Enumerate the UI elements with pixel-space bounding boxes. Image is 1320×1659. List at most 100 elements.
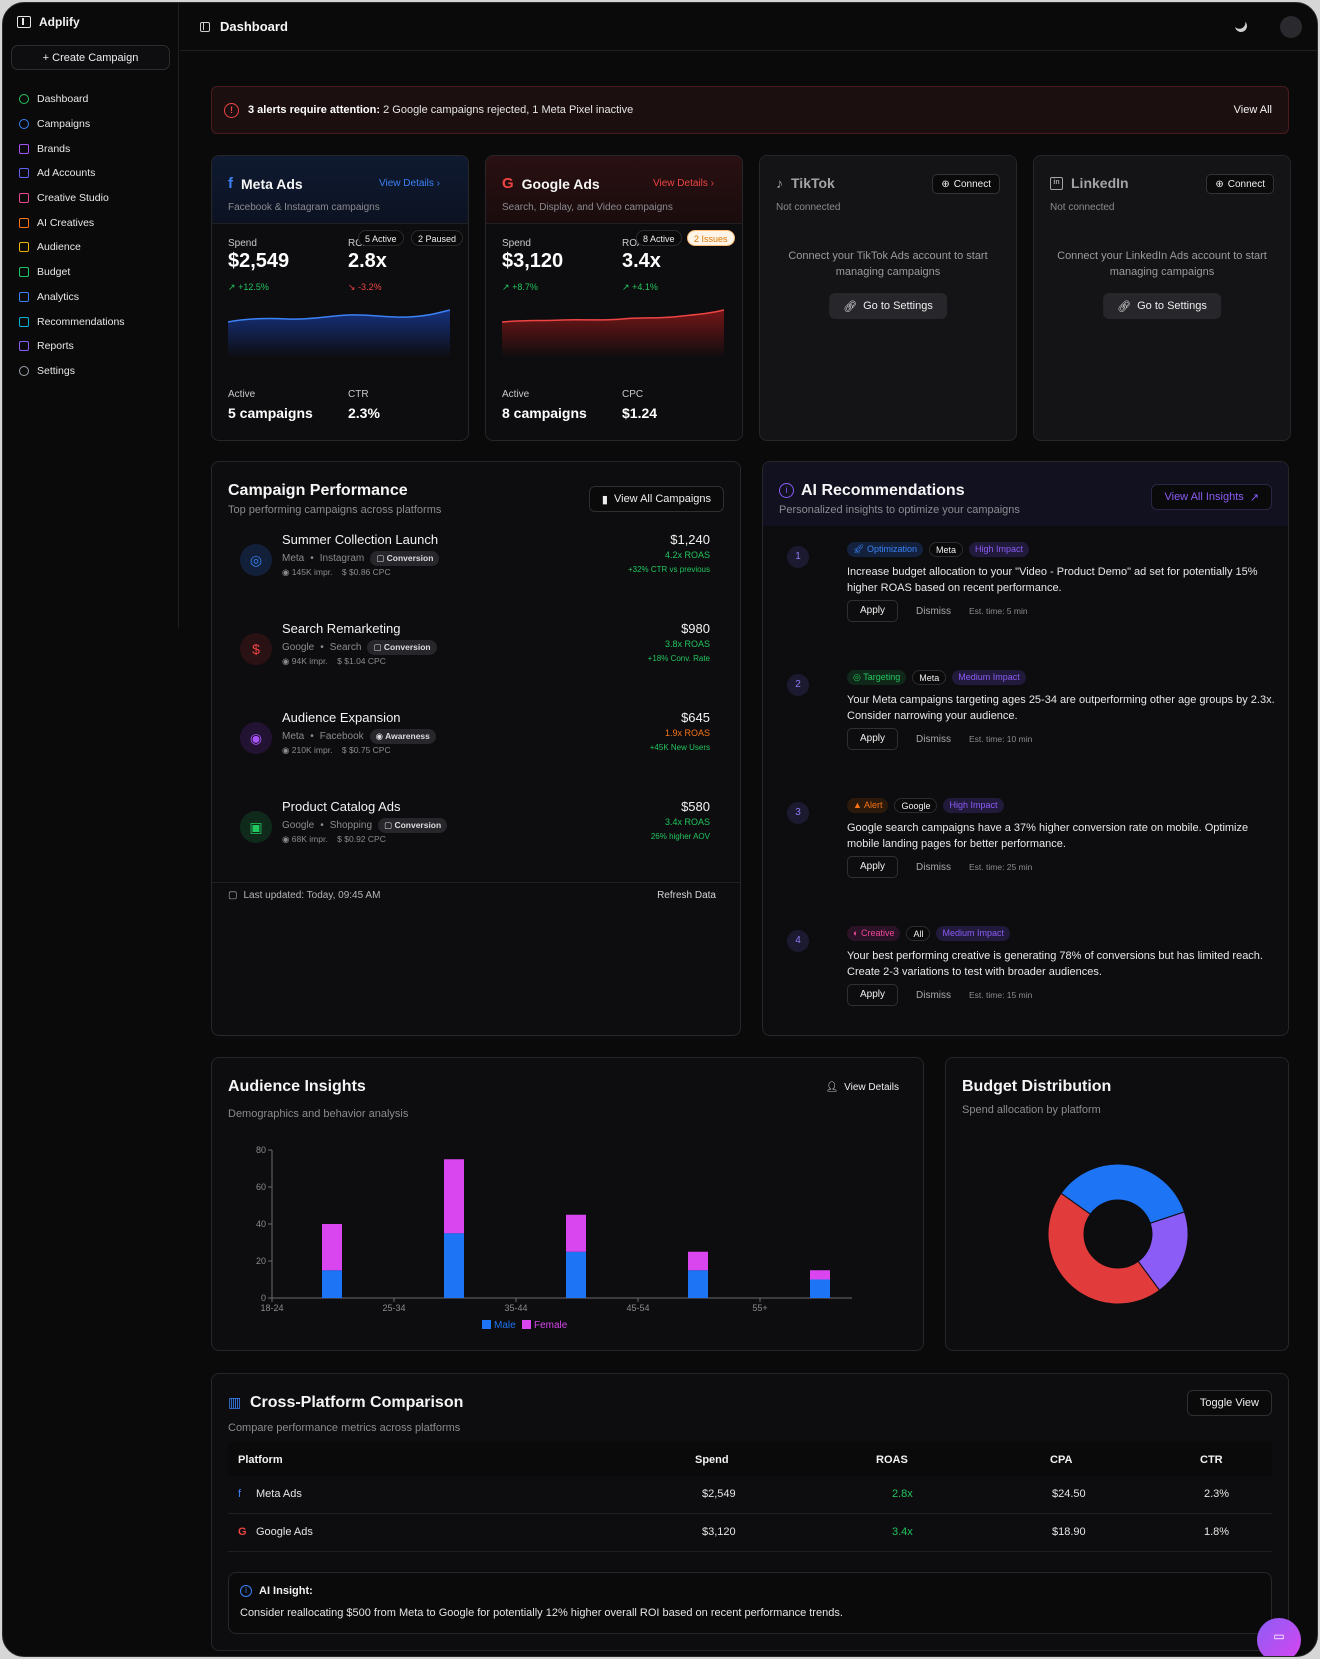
dismiss-button[interactable]: Dismiss bbox=[916, 989, 952, 1001]
sidebar-item-label: Ad Accounts bbox=[37, 167, 96, 180]
tiktok-connect-button[interactable]: ⊕ Connect bbox=[932, 174, 1000, 194]
alert-view-all-link[interactable]: View All bbox=[1233, 104, 1272, 116]
list-item[interactable]: ◎ Summer Collection Launch Meta • Instagr… bbox=[228, 532, 722, 622]
list-item[interactable]: ▣ Product Catalog Ads Google • Shopping ▢… bbox=[228, 799, 722, 889]
dismiss-button[interactable]: Dismiss bbox=[916, 733, 952, 745]
recommendation-actions: Apply Dismiss Est. time: 5 min bbox=[847, 600, 1028, 622]
apply-button[interactable]: Apply bbox=[847, 600, 899, 622]
row-roas: 3.4x bbox=[892, 1526, 913, 1538]
trend-down-icon: ↘ bbox=[348, 282, 356, 292]
campaign-platform: Meta bbox=[282, 553, 305, 564]
recommendation-text: Your Meta campaigns targeting ages 25-34… bbox=[847, 694, 1275, 722]
sidebar-item-audience[interactable]: Audience bbox=[15, 235, 171, 260]
cross-platform-panel: ▥ Cross-Platform Comparison Compare perf… bbox=[211, 1373, 1289, 1651]
link-icon: 🔗︎ bbox=[1117, 300, 1132, 313]
recommendation-tags: ▲ Alert Google High Impact bbox=[847, 798, 1004, 813]
linkedin-connect-button[interactable]: ⊕ Connect bbox=[1206, 174, 1274, 194]
meta-active-label: Active bbox=[228, 389, 256, 400]
meta-view-details-link[interactable]: View Details › bbox=[379, 178, 440, 189]
campaign-delta: 26% higher AOV bbox=[650, 832, 710, 841]
campaign-meta: Meta • Facebook ◉ Awareness bbox=[282, 729, 436, 744]
linkedin-status: Not connected bbox=[1050, 202, 1115, 213]
gear-icon bbox=[19, 365, 29, 376]
google-spend-label: Spend bbox=[502, 238, 531, 249]
recommendation-platform-badge: Meta bbox=[928, 542, 963, 557]
dismiss-button[interactable]: Dismiss bbox=[916, 861, 952, 873]
moon-icon[interactable] bbox=[1233, 18, 1249, 34]
sidebar-item-creative-studio[interactable]: Creative Studio bbox=[15, 186, 171, 211]
campaign-stats: ◉ 94K impr. $ $1.04 CPC bbox=[282, 656, 386, 666]
toggle-view-button[interactable]: Toggle View bbox=[1186, 1390, 1272, 1416]
sidebar-item-budget[interactable]: Budget bbox=[15, 260, 171, 285]
sidebar-item-analytics[interactable]: Analytics bbox=[15, 285, 171, 310]
brand[interactable]: Adplify bbox=[17, 15, 80, 29]
campaign-name: Audience Expansion bbox=[282, 710, 401, 725]
list-item[interactable]: $ Search Remarketing Google • Search ▢ Co… bbox=[228, 621, 722, 711]
google-issues-badge[interactable]: 2 Issues bbox=[687, 230, 735, 246]
page-title: Dashboard bbox=[220, 19, 288, 34]
refresh-data-button[interactable]: Refresh Data bbox=[657, 890, 716, 901]
dollar-icon: $ bbox=[337, 656, 342, 666]
sidebar-toggle-icon[interactable] bbox=[200, 22, 210, 32]
google-view-details-link[interactable]: View Details › bbox=[653, 178, 714, 189]
view-all-insights-button[interactable]: View All Insights ↗ bbox=[1151, 484, 1272, 510]
create-campaign-button[interactable]: + Create Campaign bbox=[11, 45, 170, 70]
sidebar-item-dashboard[interactable]: Dashboard bbox=[15, 87, 171, 112]
chevron-right-icon: › bbox=[436, 178, 440, 189]
x-tick-label: 45-54 bbox=[626, 1303, 649, 1313]
sidebar-item-label: Settings bbox=[37, 364, 75, 377]
table-row[interactable]: G Google Ads $3,120 3.4x $18.90 1.8% bbox=[228, 1514, 1272, 1552]
donut-slice-0[interactable] bbox=[1060, 1163, 1186, 1224]
sidebar-item-recommendations[interactable]: Recommendations bbox=[15, 309, 171, 334]
apply-button[interactable]: Apply bbox=[847, 984, 899, 1006]
list-item[interactable]: ◉ Audience Expansion Meta • Facebook ◉ Aw… bbox=[228, 710, 722, 800]
apply-button[interactable]: Apply bbox=[847, 856, 899, 878]
audience-view-details-button[interactable]: 👤︎ View Details bbox=[825, 1082, 899, 1093]
campaign-performance-panel: Campaign Performance Top performing camp… bbox=[211, 461, 741, 1036]
view-all-campaigns-button[interactable]: ▮ View All Campaigns bbox=[588, 486, 724, 512]
sidebar-item-reports[interactable]: Reports bbox=[15, 334, 171, 359]
apply-button[interactable]: Apply bbox=[847, 728, 899, 750]
avatar[interactable] bbox=[1280, 16, 1302, 38]
linkedin-card: in LinkedIn Not connected ⊕ Connect Conne… bbox=[1033, 155, 1291, 441]
table-row[interactable]: f Meta Ads $2,549 2.8x $24.50 2.3% bbox=[228, 1476, 1272, 1514]
sidebar-item-brands[interactable]: Brands bbox=[15, 136, 171, 161]
recommendation-text: Your best performing creative is generat… bbox=[847, 950, 1263, 978]
dismiss-button[interactable]: Dismiss bbox=[916, 605, 952, 617]
tiktok-go-to-settings-button[interactable]: 🔗︎ Go to Settings bbox=[829, 293, 947, 319]
estimated-time: Est. time: 25 min bbox=[969, 862, 1033, 872]
recommendation-item: 3 ▲ Alert Google High Impact Google sear… bbox=[787, 792, 1277, 918]
sidebar-item-label: Campaigns bbox=[37, 118, 91, 131]
sidebar-item-campaigns[interactable]: Campaigns bbox=[15, 112, 171, 137]
chat-button[interactable]: ▭ bbox=[1257, 1618, 1301, 1656]
meta-ctr-value: 2.3% bbox=[348, 405, 380, 421]
link-icon: 🔗︎ bbox=[843, 300, 858, 313]
sidebar-item-ad-accounts[interactable]: Ad Accounts bbox=[15, 161, 171, 186]
legend-swatch-male bbox=[482, 1320, 491, 1329]
row-ctr: 2.3% bbox=[1204, 1488, 1230, 1500]
linkedin-go-to-settings-button[interactable]: 🔗︎ Go to Settings bbox=[1103, 293, 1221, 319]
google-cpc-value: $1.24 bbox=[622, 405, 658, 421]
recommendation-impact-badge: High Impact bbox=[969, 542, 1030, 557]
budget-sub: Spend allocation by platform bbox=[962, 1104, 1101, 1116]
row-roas: 2.8x bbox=[892, 1488, 913, 1500]
recommendation-type-badge: 🚀︎ Optimization bbox=[847, 542, 923, 557]
meta-active-badge: 5 Active bbox=[358, 230, 404, 246]
meta-card-title: f Meta Ads bbox=[228, 175, 303, 192]
col-ctr[interactable]: CTR bbox=[1200, 1454, 1223, 1466]
sidebar-item-settings[interactable]: Settings bbox=[15, 359, 171, 384]
col-roas[interactable]: ROAS bbox=[876, 1454, 908, 1466]
campaign-channel: Search bbox=[329, 642, 362, 653]
col-spend[interactable]: Spend bbox=[695, 1454, 729, 1466]
y-tick-label: 40 bbox=[256, 1219, 266, 1229]
sidebar-item-ai-creatives[interactable]: AI Creatives bbox=[15, 210, 171, 235]
col-cpa[interactable]: CPA bbox=[1050, 1454, 1073, 1466]
sidebar-item-label: AI Creatives bbox=[37, 216, 95, 229]
donut-slice-2[interactable] bbox=[1047, 1192, 1161, 1305]
tiktok-name: TikTok bbox=[791, 175, 835, 191]
bullet: • bbox=[310, 553, 314, 564]
users-icon: 👤︎ bbox=[825, 1082, 839, 1093]
audience-insights-panel: Audience Insights Demographics and behav… bbox=[211, 1057, 924, 1351]
col-platform[interactable]: Platform bbox=[238, 1454, 283, 1466]
brand-name: Adplify bbox=[39, 15, 80, 29]
